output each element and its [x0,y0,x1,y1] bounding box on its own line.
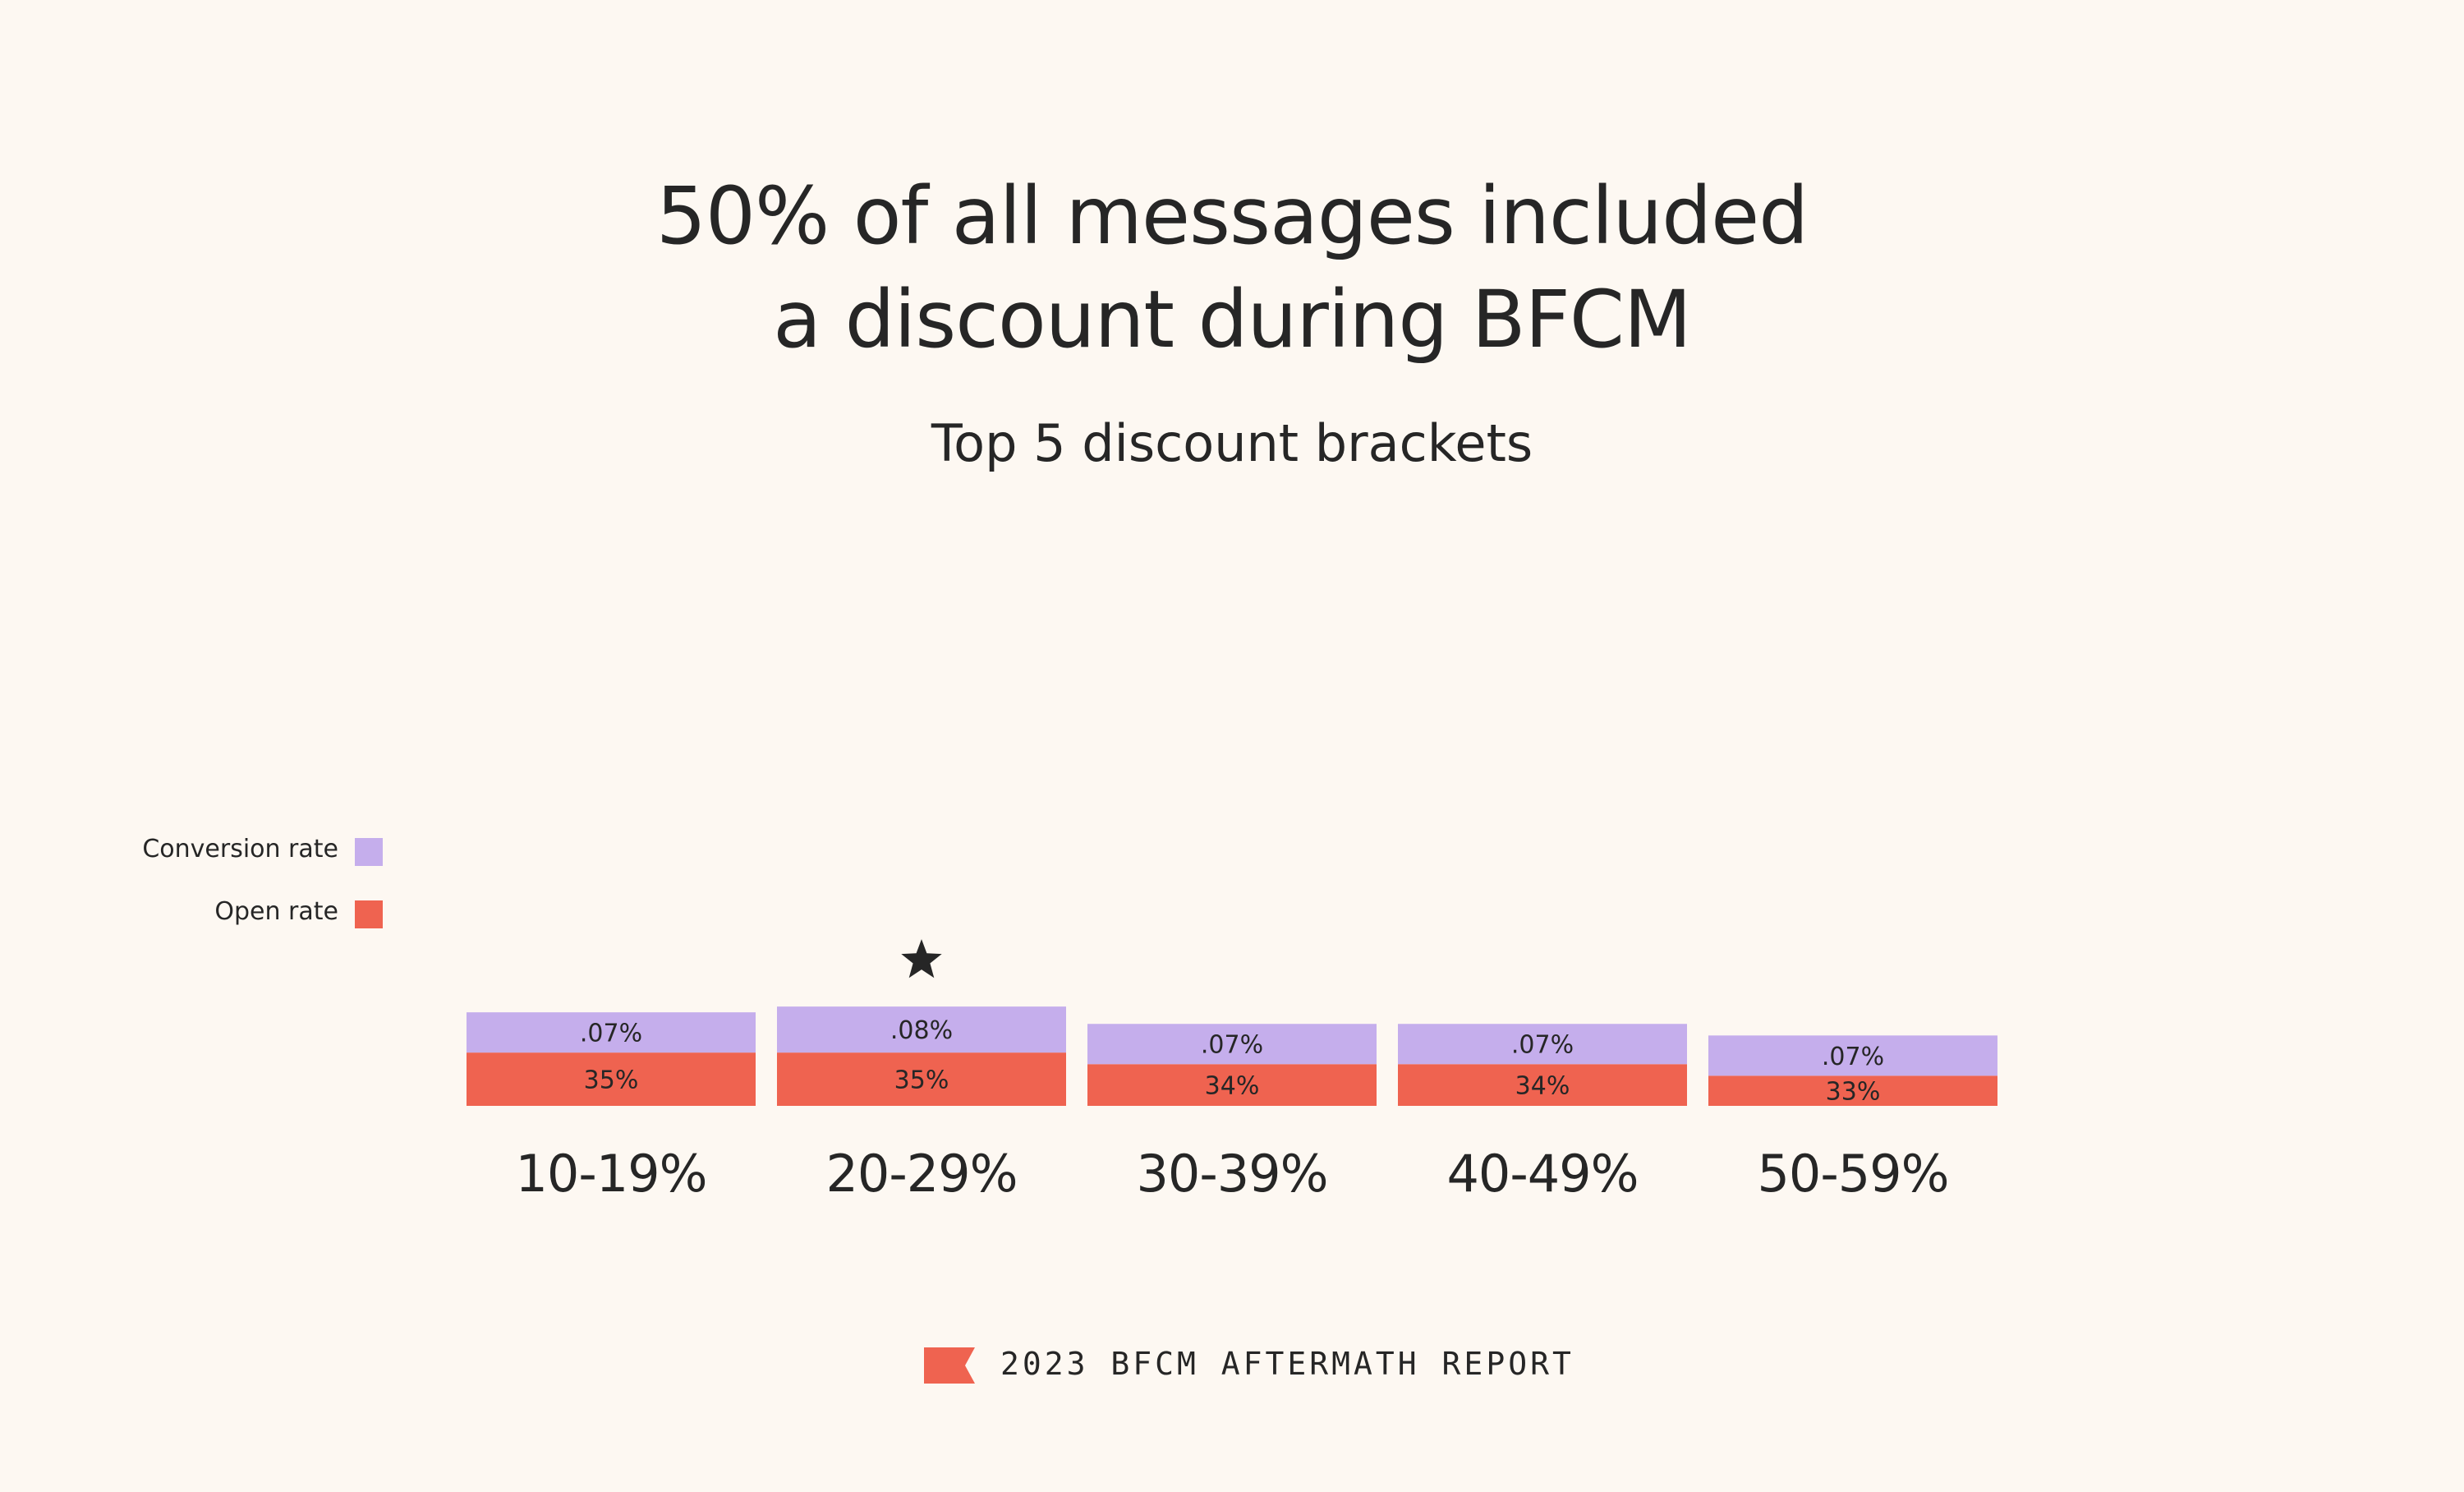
bar-group: 34% .07% 40-49% [1398,1024,1687,1204]
data-label-conversion-rate: .07% [1511,1031,1574,1060]
legend-label-open-rate: Open rate [214,897,338,926]
legend: Conversion rate Open rate [0,830,383,955]
bar-open-rate [777,1052,1066,1106]
bar-conversion-rate [467,1012,756,1053]
bar-group: 33% .07% 50-59% [1708,1035,1997,1204]
data-label-open-rate: 35% [584,1066,639,1095]
star-icon [901,939,942,979]
chart-title-line-2: a discount during BFCM [773,274,1691,366]
footer-text: 2023 BFCM AFTERMATH REPORT [1000,1346,1574,1382]
x-tick-label: 50-59% [1757,1144,1948,1204]
bar-open-rate [467,1052,756,1106]
data-label-conversion-rate: .07% [1822,1043,1884,1071]
bar-conversion-rate [777,1006,1066,1053]
data-label-open-rate: 35% [894,1066,949,1095]
bar-conversion-rate [1398,1024,1687,1065]
data-label-open-rate: 33% [1826,1078,1881,1107]
bar-group: 35% .07% 10-19% [467,1012,756,1204]
x-tick-label: 20-29% [825,1144,1017,1204]
bar-conversion-rate [1708,1035,1997,1076]
legend-item-open-rate: Open rate [0,892,383,955]
bar-group: 35% .08% 20-29% [777,939,1066,1204]
chart-title: 50% of all messages included a discount … [0,164,2464,371]
data-label-conversion-rate: .08% [890,1016,953,1045]
bar-open-rate [1398,1064,1687,1106]
data-label-open-rate: 34% [1515,1072,1570,1101]
x-tick-label: 40-49% [1446,1144,1638,1204]
bar-open-rate [1708,1075,1997,1106]
legend-item-conversion-rate: Conversion rate [0,830,383,892]
bar-conversion-rate [1087,1024,1377,1065]
data-label-conversion-rate: .07% [580,1020,642,1048]
chart-subtitle: Top 5 discount brackets [931,413,1533,473]
x-tick-label: 10-19% [515,1144,706,1204]
bar-open-rate [1087,1064,1377,1106]
flag-icon [924,1347,975,1384]
legend-label-conversion-rate: Conversion rate [142,835,338,863]
x-tick-label: 30-39% [1136,1144,1327,1204]
bar-group: 34% .07% 30-39% [1087,1024,1377,1204]
legend-swatch-conversion-rate [355,838,383,866]
legend-swatch-open-rate [355,900,383,928]
data-label-conversion-rate: .07% [1201,1031,1263,1060]
data-label-open-rate: 34% [1205,1072,1260,1101]
chart-title-line-1: 50% of all messages included [655,170,1809,262]
